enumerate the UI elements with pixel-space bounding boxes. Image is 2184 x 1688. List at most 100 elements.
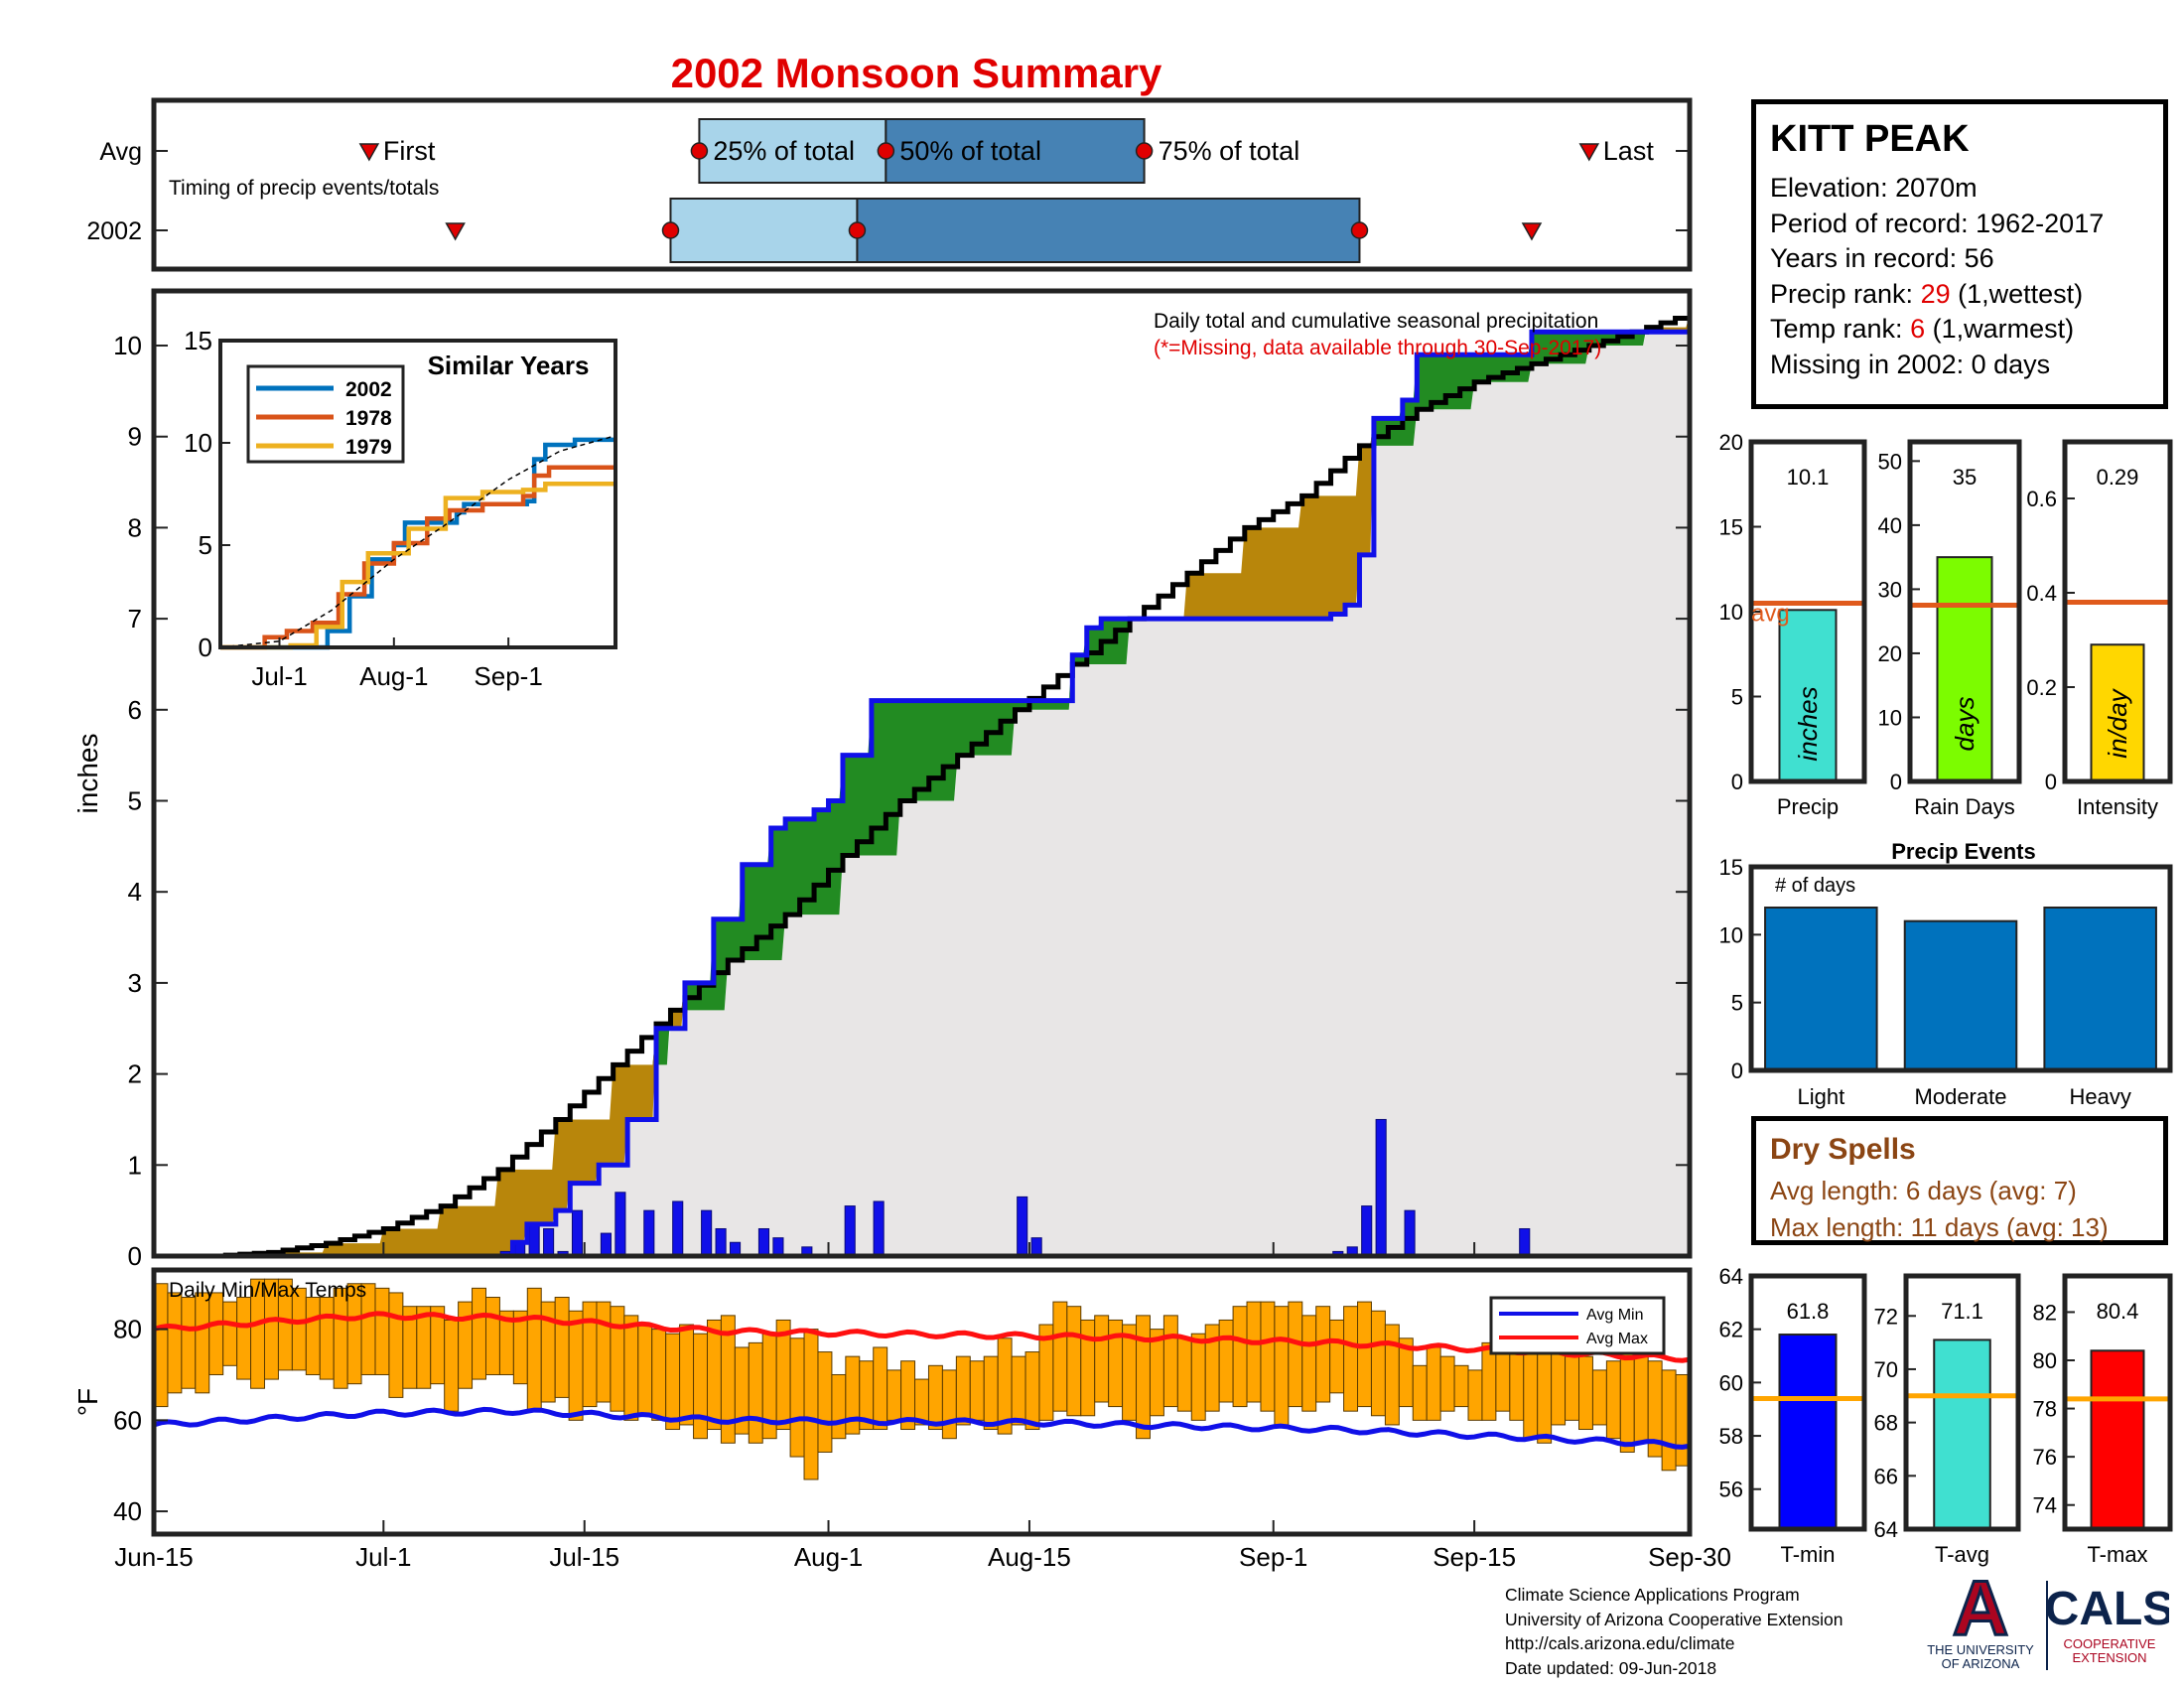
sim-xtick-label: Aug-1 <box>359 661 428 691</box>
cum-average-line <box>154 313 1693 1259</box>
temp-range-bar <box>1176 1337 1192 1412</box>
temp-range-bar <box>1384 1324 1400 1426</box>
temp-range-bar <box>1661 1369 1677 1472</box>
timing-box-50-75 <box>885 118 1146 184</box>
tsum-ytick-label: 70 <box>1874 1357 1898 1382</box>
temp-range-bar <box>472 1287 486 1380</box>
temp-range-bar <box>1426 1346 1441 1421</box>
events-ytick-label: 15 <box>1719 855 1743 880</box>
cum-ytick-label: 3 <box>128 968 142 998</box>
totals-bar <box>1936 556 1993 782</box>
university-logo: A THE UNIVERSITY OF ARIZONA CALS COOPERA… <box>1927 1573 2169 1671</box>
temp-range-bar <box>706 1319 722 1431</box>
precip-events-panel: Light Moderate Heavy 0 5 10 15 Precip Events # o… <box>1719 839 2173 1109</box>
daily-precip-bar <box>701 1209 713 1257</box>
timing-box-25-50 <box>669 198 859 263</box>
totals-ytick-label: 30 <box>1878 577 1902 602</box>
tsum-ytick-label: 58 <box>1719 1424 1743 1449</box>
temp-range-bar <box>1537 1341 1553 1444</box>
temp-range-bar <box>1619 1346 1635 1453</box>
tsum-ytick-label: 56 <box>1719 1477 1743 1502</box>
totals-ytick-label: 50 <box>1878 449 1902 474</box>
timing-marker-first <box>358 143 380 162</box>
temp-axes-frame <box>151 1267 1693 1537</box>
temp-range-bar <box>1080 1319 1096 1417</box>
cum-ylabel: inches <box>72 734 103 814</box>
temp-range-bar <box>1605 1360 1621 1440</box>
events-bar <box>1903 919 2018 1072</box>
daily-precip-bar <box>757 1227 770 1257</box>
tsum-value-label: 80.4 <box>2097 1299 2139 1324</box>
cum-ytick-label: 9 <box>128 422 142 452</box>
temp-range-bar <box>484 1297 500 1375</box>
timing-marker-last <box>1521 222 1543 241</box>
temp-range-bar <box>1288 1301 1303 1408</box>
totals-value-label: 10.1 <box>1787 465 1830 490</box>
daily-precip-bar <box>1375 1118 1387 1257</box>
figure-title: 2002 Monsoon Summary <box>671 50 1162 96</box>
temp-range-bar <box>1453 1364 1469 1408</box>
totals-ytick-label: 20 <box>1719 430 1743 455</box>
timing-box-25-50 <box>698 118 887 184</box>
daily-precip-bar <box>1404 1209 1416 1257</box>
totals-unit-label: inches <box>1793 686 1823 761</box>
cum-2002-line <box>154 329 1690 1259</box>
cum-ytick-label: 1 <box>128 1150 142 1180</box>
dry-spells-box: Dry Spells Avg length: 6 days (avg: 7) M… <box>1751 1116 2168 1245</box>
timing-row-label-year: 2002 <box>86 217 142 245</box>
temp-range-bar <box>789 1337 805 1458</box>
temp-range-bar <box>1591 1369 1607 1426</box>
temp-range-bar <box>679 1324 695 1426</box>
temp-range-bar <box>305 1297 321 1375</box>
events-title: Precip Events <box>1891 839 2036 864</box>
sim-xtick-label: Sep-1 <box>474 661 542 691</box>
sim-ytick-label: 5 <box>199 530 212 560</box>
ua-name-line2: OF ARIZONA <box>1942 1656 2020 1671</box>
dry-spells-avg: Avg length: 6 days (avg: 7) <box>1770 1176 2077 1205</box>
station-elevation: Elevation: 2070m <box>1770 173 1978 203</box>
totals-unit-label: days <box>1950 697 1979 752</box>
daily-precip-bar <box>873 1200 885 1257</box>
temp-range-bar <box>1218 1319 1234 1403</box>
timing-marker-first <box>445 222 466 241</box>
temp-range-bar <box>526 1287 542 1412</box>
temp-range-bar <box>927 1364 943 1431</box>
temp-range-bar <box>319 1297 335 1380</box>
cum-above-average-area <box>154 313 1690 1256</box>
temp-range-bar <box>568 1310 584 1421</box>
tsum-ytick-label: 82 <box>2033 1300 2057 1325</box>
cum-ytick-label: 8 <box>128 512 142 542</box>
sim-ytick-label: 15 <box>184 326 212 355</box>
events-category-label: Moderate <box>1915 1084 2007 1109</box>
timing-marker-p50 <box>877 142 895 160</box>
events-category-label: Light <box>1797 1084 1844 1109</box>
temp-range-bar <box>873 1346 888 1431</box>
totals-ytick-label: 20 <box>1878 641 1902 666</box>
xtick-label: Aug-15 <box>988 1542 1071 1572</box>
totals-axes-frame <box>1907 439 2022 784</box>
temp-range-bar <box>1467 1369 1483 1421</box>
temp-range-bar <box>1439 1355 1455 1412</box>
footer-line-program: Climate Science Applications Program <box>1505 1585 1800 1605</box>
daily-precip-bar <box>672 1200 684 1257</box>
cum-ytick-label: 0 <box>128 1241 142 1271</box>
totals-category-label: Rain Days <box>1914 794 2014 819</box>
tsum-ytick-label: 76 <box>2033 1445 2057 1470</box>
tsum-axes-frame <box>2062 1273 2173 1532</box>
sim-legend-label: 2002 <box>345 378 392 401</box>
tsum-axes-frame <box>1748 1273 1867 1532</box>
footer-credits: Climate Science Applications Program Uni… <box>1505 1583 1843 1680</box>
timing-box-50-75 <box>856 198 1361 263</box>
temp-range-bar <box>1329 1319 1345 1394</box>
totals-avg-label: avg <box>1751 600 1790 627</box>
temp-range-bar <box>1190 1333 1206 1421</box>
temp-range-bar <box>1565 1355 1580 1421</box>
daily-precip-bar <box>772 1237 784 1257</box>
temp-range-bar <box>1370 1310 1386 1417</box>
temp-range-bar <box>1162 1315 1178 1408</box>
temp-ytick-label: 60 <box>113 1405 142 1435</box>
cum-ytick-label: 2 <box>128 1059 142 1089</box>
temp-avg-max-line <box>153 1311 1691 1363</box>
xtick-label: Aug-1 <box>794 1542 863 1572</box>
temp-range-bar <box>208 1292 224 1375</box>
